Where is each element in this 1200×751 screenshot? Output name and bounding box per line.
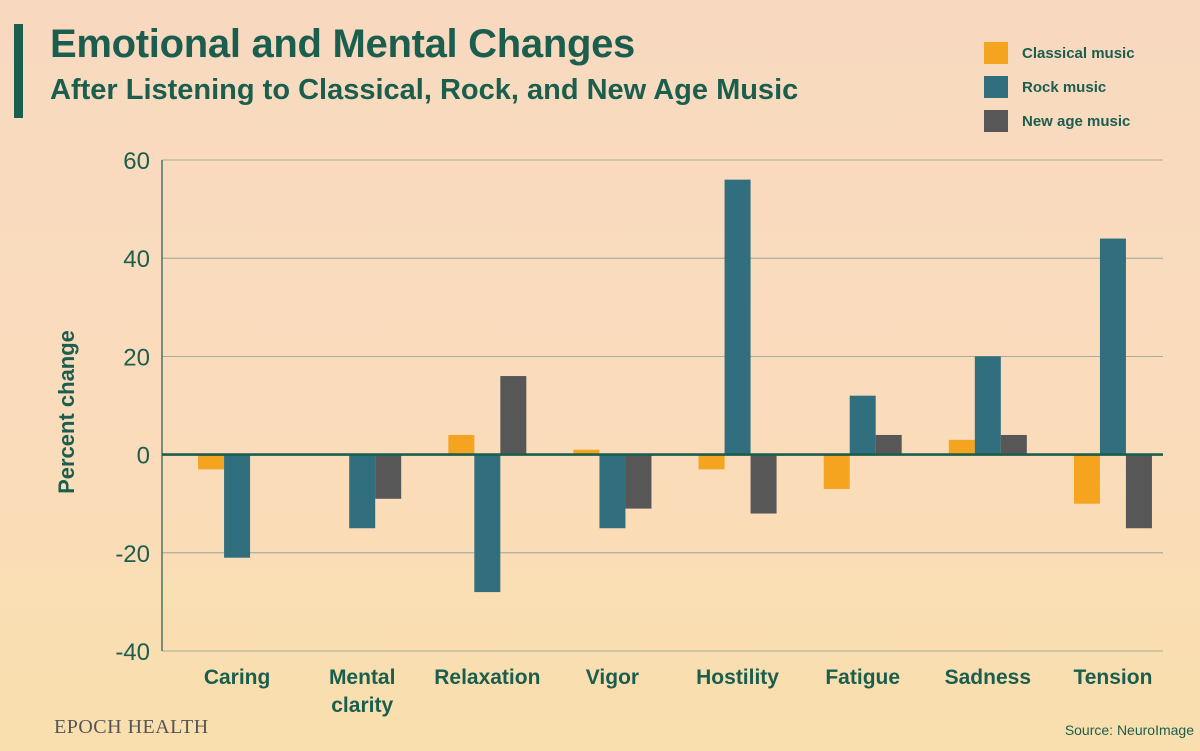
category-label: Mental clarity (329, 666, 396, 717)
legend-label-newage: New age music (1022, 112, 1131, 130)
legend-swatch-rock (984, 76, 1008, 98)
category-label: Tension (1073, 666, 1152, 689)
legend-item-classical: Classical music (984, 36, 1135, 70)
bar-rock-music (474, 454, 501, 593)
legend-item-rock: Rock music (984, 70, 1135, 104)
category-label: Relaxation (434, 666, 540, 689)
source-note: Source: NeuroImage (1064, 722, 1194, 738)
legend-item-newage: New age music (984, 104, 1135, 138)
brand-logo: EPOCH HEALTH (54, 716, 209, 738)
bar-new-age-music (625, 454, 652, 509)
y-tick-label: -20 (115, 541, 150, 568)
bar-classical-music (823, 454, 850, 489)
y-tick-label: 40 (123, 246, 150, 273)
bar-classical-music (1073, 454, 1100, 504)
legend-swatch-newage (984, 110, 1008, 132)
bar-classical-music (698, 454, 725, 470)
bar-rock-music (349, 454, 376, 529)
bar-rock-music (724, 179, 751, 455)
bar-rock-music (849, 395, 876, 455)
bar-new-age-music (500, 376, 527, 455)
y-tick-label: 0 (137, 443, 150, 470)
category-label: Sadness (945, 666, 1031, 689)
bar-new-age-music (875, 434, 902, 455)
bar-rock-music (1099, 238, 1126, 455)
bar-rock-music (974, 356, 1001, 455)
chart-title: Emotional and Mental Changes (50, 22, 635, 66)
title-accent-bar (14, 24, 23, 118)
chart-subtitle: After Listening to Classical, Rock, and … (50, 74, 799, 106)
bar-new-age-music (750, 454, 777, 514)
legend-label-classical: Classical music (1022, 44, 1135, 62)
legend-label-rock: Rock music (1022, 78, 1107, 96)
bar-classical-music (198, 454, 225, 470)
bar-rock-music (599, 454, 626, 529)
legend: Classical music Rock music New age music (984, 36, 1135, 138)
bar-rock-music (224, 454, 251, 558)
y-axis-title: Percent change (54, 330, 79, 494)
y-tick-label: -40 (115, 639, 150, 666)
category-label: Caring (204, 666, 271, 689)
bar-new-age-music (375, 454, 402, 499)
legend-swatch-classical (984, 42, 1008, 64)
bar-classical-music (948, 439, 975, 455)
bar-classical-music (448, 434, 475, 455)
category-label: Vigor (586, 666, 639, 689)
bar-new-age-music (1000, 434, 1027, 455)
category-label: Hostility (696, 666, 779, 689)
bar-new-age-music (1125, 454, 1152, 529)
bar-classical-music (573, 449, 600, 455)
category-label: Fatigue (825, 666, 900, 689)
y-tick-label: 20 (123, 344, 150, 371)
y-tick-label: 60 (123, 148, 150, 175)
